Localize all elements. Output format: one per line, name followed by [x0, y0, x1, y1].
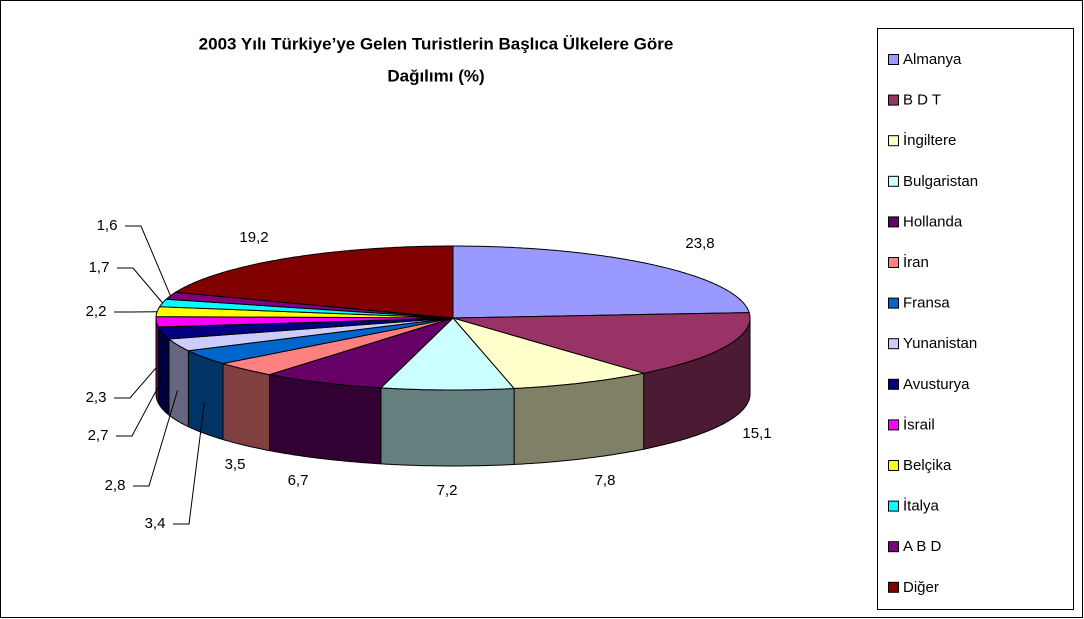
legend-label: Belçika — [903, 457, 952, 474]
legend-label: A B D — [903, 538, 942, 555]
legend-label: Hollanda — [903, 213, 963, 230]
slice-side — [157, 325, 170, 417]
data-label: 7,8 — [595, 472, 616, 489]
legend-label: Avusturya — [903, 376, 970, 393]
slice — [379, 317, 516, 391]
legend-swatch — [888, 54, 899, 65]
data-label: 23,8 — [685, 235, 714, 252]
data-label: 2,2 — [86, 303, 107, 320]
data-label: 3,5 — [225, 456, 246, 473]
legend-label: Diğer — [903, 579, 939, 596]
legend-swatch — [888, 297, 899, 309]
chart-title: 2003 Yılı Türkiye’ye Gelen Turistlerin B… — [199, 34, 674, 53]
legend-swatch — [888, 338, 899, 350]
slice-side — [222, 362, 270, 452]
slice-side — [187, 349, 224, 441]
legend-swatch — [888, 419, 899, 431]
legend-swatch — [888, 257, 899, 268]
legend-label: İtalya — [903, 497, 940, 515]
leader-line — [125, 225, 171, 296]
slice — [222, 317, 454, 376]
slice-side — [269, 374, 382, 465]
slice — [452, 245, 750, 319]
slice — [173, 245, 454, 319]
slice — [451, 317, 644, 390]
data-label: 3,4 — [145, 515, 166, 532]
data-label: 15,1 — [742, 425, 771, 442]
legend-swatch — [888, 175, 899, 187]
legend-box — [877, 28, 1074, 610]
legend-swatch — [888, 541, 899, 553]
legend-swatch — [888, 216, 899, 228]
legend-swatch — [888, 378, 899, 390]
legend-label: İsrail — [903, 415, 935, 433]
legend-label: İngiltere — [903, 131, 956, 149]
legend-label: İran — [903, 253, 929, 271]
slice-side — [168, 337, 189, 428]
slice — [167, 317, 454, 352]
leader-line — [116, 378, 164, 437]
legend-label: Yunanistan — [903, 335, 977, 352]
data-label: 6,7 — [288, 472, 309, 489]
slice — [157, 317, 454, 340]
legend-label: B D T — [903, 92, 941, 109]
legend-swatch — [888, 135, 899, 147]
data-label: 7,2 — [437, 482, 458, 499]
data-label: 2,3 — [86, 389, 107, 406]
leader-line — [133, 390, 178, 487]
legend-swatch — [888, 94, 899, 106]
legend-swatch — [888, 500, 899, 512]
leader-line — [117, 267, 163, 304]
legend-label: Fransa — [903, 295, 950, 312]
legend-label: Bulgaristan — [903, 173, 978, 190]
data-label: 19,2 — [239, 229, 268, 246]
slice — [186, 317, 454, 365]
data-label: 2,8 — [105, 477, 126, 494]
legend-swatch — [888, 460, 899, 471]
slice — [452, 312, 751, 374]
data-label: 1,7 — [89, 259, 110, 276]
slice-side — [380, 387, 515, 467]
slice — [155, 316, 454, 328]
leader-line — [114, 367, 157, 399]
chart-title: Dağılımı (%) — [387, 66, 484, 85]
legend-swatch — [888, 581, 899, 593]
data-label: 2,7 — [88, 427, 109, 444]
leader-line — [173, 402, 205, 525]
slice — [269, 317, 454, 389]
data-label: 1,6 — [97, 217, 118, 234]
legend-label: Almanya — [903, 51, 962, 68]
